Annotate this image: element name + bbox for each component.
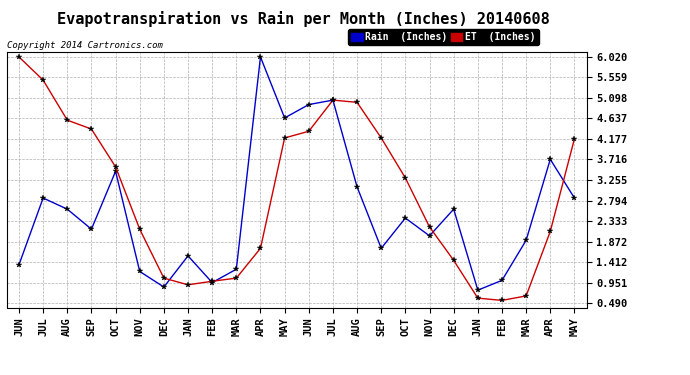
- Text: Evapotranspiration vs Rain per Month (Inches) 20140608: Evapotranspiration vs Rain per Month (In…: [57, 11, 550, 27]
- Legend: Rain  (Inches), ET  (Inches): Rain (Inches), ET (Inches): [348, 29, 539, 45]
- Text: Copyright 2014 Cartronics.com: Copyright 2014 Cartronics.com: [7, 41, 163, 50]
